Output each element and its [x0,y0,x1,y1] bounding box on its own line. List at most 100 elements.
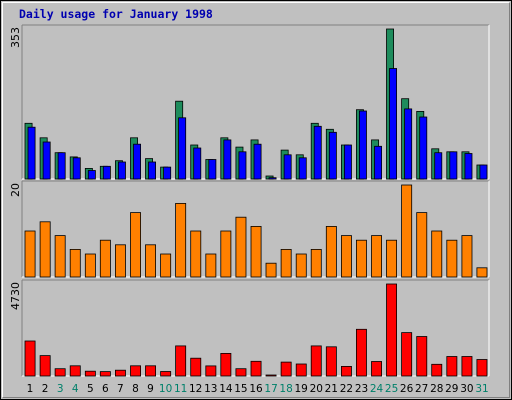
kbytes-bar-3 [54,368,66,377]
files-bar-27 [419,116,428,180]
chart-title: Daily usage for January 1998 [19,7,213,21]
kbytes-bar-9 [145,365,157,377]
kbytes-bar-18 [280,361,292,377]
panel-2: 20 [9,180,490,278]
files-bar-7 [118,161,126,180]
kbytes-bar-24 [371,361,383,377]
sites-bar-12 [190,230,202,278]
files-bar-3 [57,152,66,180]
kbytes-bar-2 [39,355,51,377]
sites-bar-17 [265,262,277,278]
kbytes-bar-6 [99,371,111,377]
sites-bar-13 [205,253,217,278]
kbytes-bar-16 [250,360,262,377]
x-tick-label-25: 25 [385,383,398,395]
files-bar-31 [479,164,488,180]
files-bar-18 [283,154,292,180]
kbytes-bar-4 [69,365,81,377]
files-bar-22 [343,144,352,180]
kbytes-bar-22 [340,365,352,377]
sites-bar-4 [69,248,81,278]
sites-bar-8 [130,212,142,278]
panel-3-max-label: 4730 [9,282,22,310]
x-tick-label-6: 6 [102,383,109,395]
x-tick-label-11: 11 [174,383,187,395]
sites-bar-18 [280,248,292,278]
x-tick-label-28: 28 [430,383,443,395]
x-tick-label-10: 10 [159,383,172,395]
sites-bar-29 [446,239,458,278]
files-bar-30 [464,153,473,180]
x-tick-label-15: 15 [234,383,247,395]
files-bar-24 [374,145,382,180]
kbytes-bar-11 [175,345,187,377]
x-tick-label-23: 23 [355,383,368,395]
files-bar-12 [193,147,202,180]
files-bar-4 [72,157,81,180]
kbytes-bar-13 [205,365,217,377]
x-tick-label-18: 18 [279,383,292,395]
files-bar-21 [328,131,337,180]
kbytes-bar-12 [190,357,202,377]
sites-bar-2 [39,221,51,278]
sites-bar-9 [145,244,157,278]
sites-bar-3 [54,235,66,278]
panel-1: 353 [9,24,490,180]
files-bar-17 [268,177,277,180]
kbytes-bar-10 [160,371,172,377]
panel-1-max-label: 353 [9,27,22,48]
sites-bar-27 [416,212,428,278]
kbytes-bar-8 [130,365,142,377]
files-bar-14 [223,139,232,180]
x-tick-label-16: 16 [249,383,263,395]
x-tick-label-1: 1 [27,383,34,395]
files-bar-10 [163,166,172,180]
kbytes-bar-14 [220,352,232,377]
sites-bar-31 [476,267,488,278]
kbytes-bar-30 [461,356,473,377]
files-bar-23 [358,110,367,180]
x-tick-label-3: 3 [57,383,64,395]
files-bar-11 [178,117,187,180]
kbytes-bar-21 [325,346,337,377]
files-bar-29 [449,151,458,180]
x-tick-label-31: 31 [475,383,488,395]
sites-bar-1 [24,230,36,278]
sites-bar-15 [235,216,247,278]
files-bar-6 [102,165,111,180]
files-bar-8 [133,143,141,180]
x-tick-label-24: 24 [370,383,384,395]
sites-bar-7 [115,244,126,278]
sites-bar-26 [401,184,413,278]
files-bar-13 [208,159,217,180]
sites-bar-24 [371,235,383,278]
sites-bar-16 [250,225,262,278]
files-bar-25 [389,68,397,180]
kbytes-bar-19 [295,363,307,377]
x-tick-label-7: 7 [117,383,124,395]
x-tick-label-12: 12 [189,383,202,395]
kbytes-bar-20 [310,345,322,377]
x-tick-label-27: 27 [415,383,428,395]
files-bar-16 [253,143,262,180]
files-bar-20 [313,125,322,180]
sites-bar-25 [386,239,398,278]
x-tick-label-13: 13 [204,383,217,395]
x-tick-label-2: 2 [42,383,49,395]
x-tick-label-4: 4 [72,383,79,395]
sites-bar-5 [84,253,96,278]
x-tick-label-21: 21 [325,383,338,395]
kbytes-bar-1 [24,340,36,377]
kbytes-bar-5 [84,370,96,377]
kbytes-bar-7 [115,369,126,377]
kbytes-bar-27 [416,336,428,377]
panel-3: 4730 [9,279,490,377]
sites-bar-6 [99,239,111,278]
x-tick-label-17: 17 [264,383,277,395]
kbytes-bar-25 [386,283,398,377]
x-tick-label-14: 14 [219,383,233,395]
x-tick-label-22: 22 [340,383,353,395]
